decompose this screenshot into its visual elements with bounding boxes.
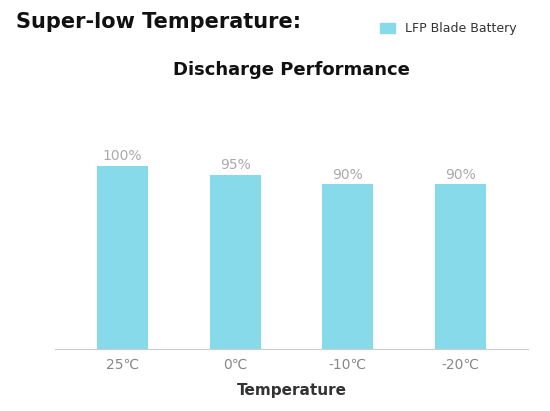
Bar (322, 184, 373, 349)
Bar (210, 175, 261, 349)
Bar (97, 166, 148, 349)
Text: Discharge Performance: Discharge Performance (173, 61, 410, 79)
Legend: LFP Blade Battery: LFP Blade Battery (375, 17, 522, 40)
Text: 100%: 100% (103, 149, 142, 163)
Bar (435, 184, 486, 349)
Text: 90%: 90% (445, 168, 476, 182)
Text: 90%: 90% (332, 168, 363, 182)
X-axis label: Temperature: Temperature (236, 383, 346, 398)
Text: 95%: 95% (220, 158, 251, 172)
Text: Super-low Temperature:: Super-low Temperature: (16, 12, 301, 32)
